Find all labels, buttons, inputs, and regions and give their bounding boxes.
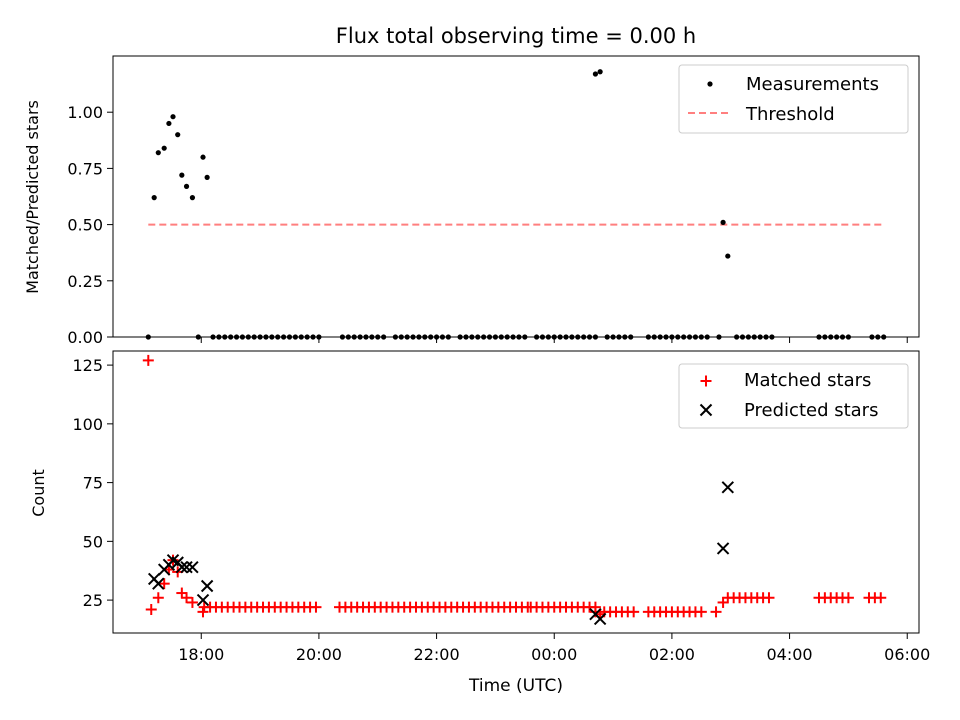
cross-b (200, 579, 214, 593)
measurement-point (166, 120, 172, 127)
cross-b (175, 560, 189, 574)
matched-star-point (628, 606, 640, 618)
bottom-xtick-label: 04:00 (767, 645, 813, 664)
cross-b (699, 403, 713, 417)
legend-measurements-marker (707, 81, 713, 87)
bottom-xtick-label: 22:00 (414, 645, 460, 664)
bottom-xtick-label: 06:00 (884, 645, 930, 664)
bottom-ytick-label: 125 (72, 356, 103, 375)
top-ylabel: Matched/Predicted stars (23, 100, 42, 294)
measurement-point (161, 145, 167, 151)
matched-star-point (158, 578, 170, 590)
matched-star-point (310, 601, 322, 613)
measurement-point (183, 183, 190, 189)
measurement-point (175, 132, 181, 138)
legend-plus (700, 375, 712, 387)
bottom-xtick-label: 18:00 (178, 645, 224, 664)
top-legend-box (678, 64, 909, 134)
bottom-ytick-label: 50 (83, 532, 103, 551)
top-axes-frame (112, 55, 920, 338)
bottom-ticks: 25 50 75 100 125 18:00 20:00 22:00 00:00 02:00 04:… (72, 356, 930, 664)
legend-matched-marker (700, 375, 712, 387)
matched-star-point (710, 606, 722, 618)
matched-star-point (842, 592, 854, 604)
measurement-point (204, 174, 210, 180)
matched-star-point (176, 587, 188, 599)
top-ytick-label: 0.75 (67, 159, 103, 178)
predicted-star-point (593, 612, 607, 626)
predicted-star-point (716, 542, 730, 555)
bottom-ytick-label: 75 (83, 474, 103, 493)
predicted-star-point (180, 560, 193, 574)
cross-b (716, 542, 730, 555)
count-points (142, 354, 887, 626)
matched-star-point (186, 596, 198, 608)
bottom-xlabel: Time (UTC) (468, 676, 563, 696)
bottom-axes-frame (112, 350, 920, 634)
measurement-point (592, 71, 599, 77)
top-ytick-label: 1.00 (67, 103, 103, 122)
measurement-point (189, 195, 196, 201)
cross-b (186, 560, 199, 574)
top-ytick-label: 0.00 (67, 328, 103, 347)
legend-predicted-marker (699, 403, 713, 417)
predicted-star-point (175, 560, 189, 574)
legend-predicted-label: Predicted stars (744, 400, 878, 421)
measurement-point (597, 69, 603, 75)
matched-star-point (695, 606, 707, 618)
measurement-point (170, 114, 176, 120)
measurement-point (720, 219, 726, 225)
matched-star-point (145, 604, 157, 615)
measurement-point (155, 150, 161, 156)
predicted-star-point (200, 579, 214, 593)
cross-b (166, 553, 180, 567)
matched-star-point (197, 606, 209, 618)
bottom-legend: Matched stars Predicted stars (678, 363, 909, 429)
predicted-star-point (152, 577, 165, 590)
legend-threshold-label: Threshold (745, 104, 835, 125)
legend-matched-label: Matched stars (744, 370, 871, 391)
cross-b (180, 560, 193, 574)
matched-star-point (152, 592, 164, 604)
matched-star-point (763, 592, 775, 604)
top-legend: Measurements Threshold (678, 64, 909, 134)
chart-title: Flux total observing time = 0.00 h (336, 24, 696, 48)
predicted-star-point (196, 593, 210, 607)
bottom-legend-box (678, 363, 909, 429)
predicted-star-point (721, 481, 735, 494)
legend-measurements-label: Measurements (746, 74, 879, 95)
measurement-point (725, 253, 731, 259)
top-ytick-label: 0.50 (67, 216, 103, 235)
cross-b (721, 481, 735, 494)
measurement-point (151, 195, 157, 201)
bottom-ylabel: Count (29, 469, 48, 517)
bottom-xtick-label: 20:00 (296, 645, 342, 664)
matched-star-point (717, 596, 729, 608)
top-ticks: 0.00 0.25 0.50 0.75 1.00 (67, 103, 908, 347)
bottom-ytick-label: 100 (72, 415, 103, 434)
matched-star-point (142, 354, 154, 366)
cross-b (152, 577, 165, 590)
legend-cross (699, 403, 713, 417)
top-ytick-label: 0.25 (67, 272, 103, 291)
matched-star-point (181, 592, 193, 604)
measurement-point (179, 172, 185, 178)
matched-star-point (875, 592, 887, 604)
bottom-xtick-label: 00:00 (531, 645, 577, 664)
cross-b (196, 593, 210, 607)
bottom-xtick-label: 02:00 (649, 645, 695, 664)
measurement-point (200, 154, 206, 160)
bottom-ytick-label: 25 (83, 591, 103, 610)
predicted-star-point (186, 560, 199, 574)
cross-b (593, 612, 607, 626)
top-panel: Flux total observing time = 0.00 h Match… (23, 24, 920, 347)
